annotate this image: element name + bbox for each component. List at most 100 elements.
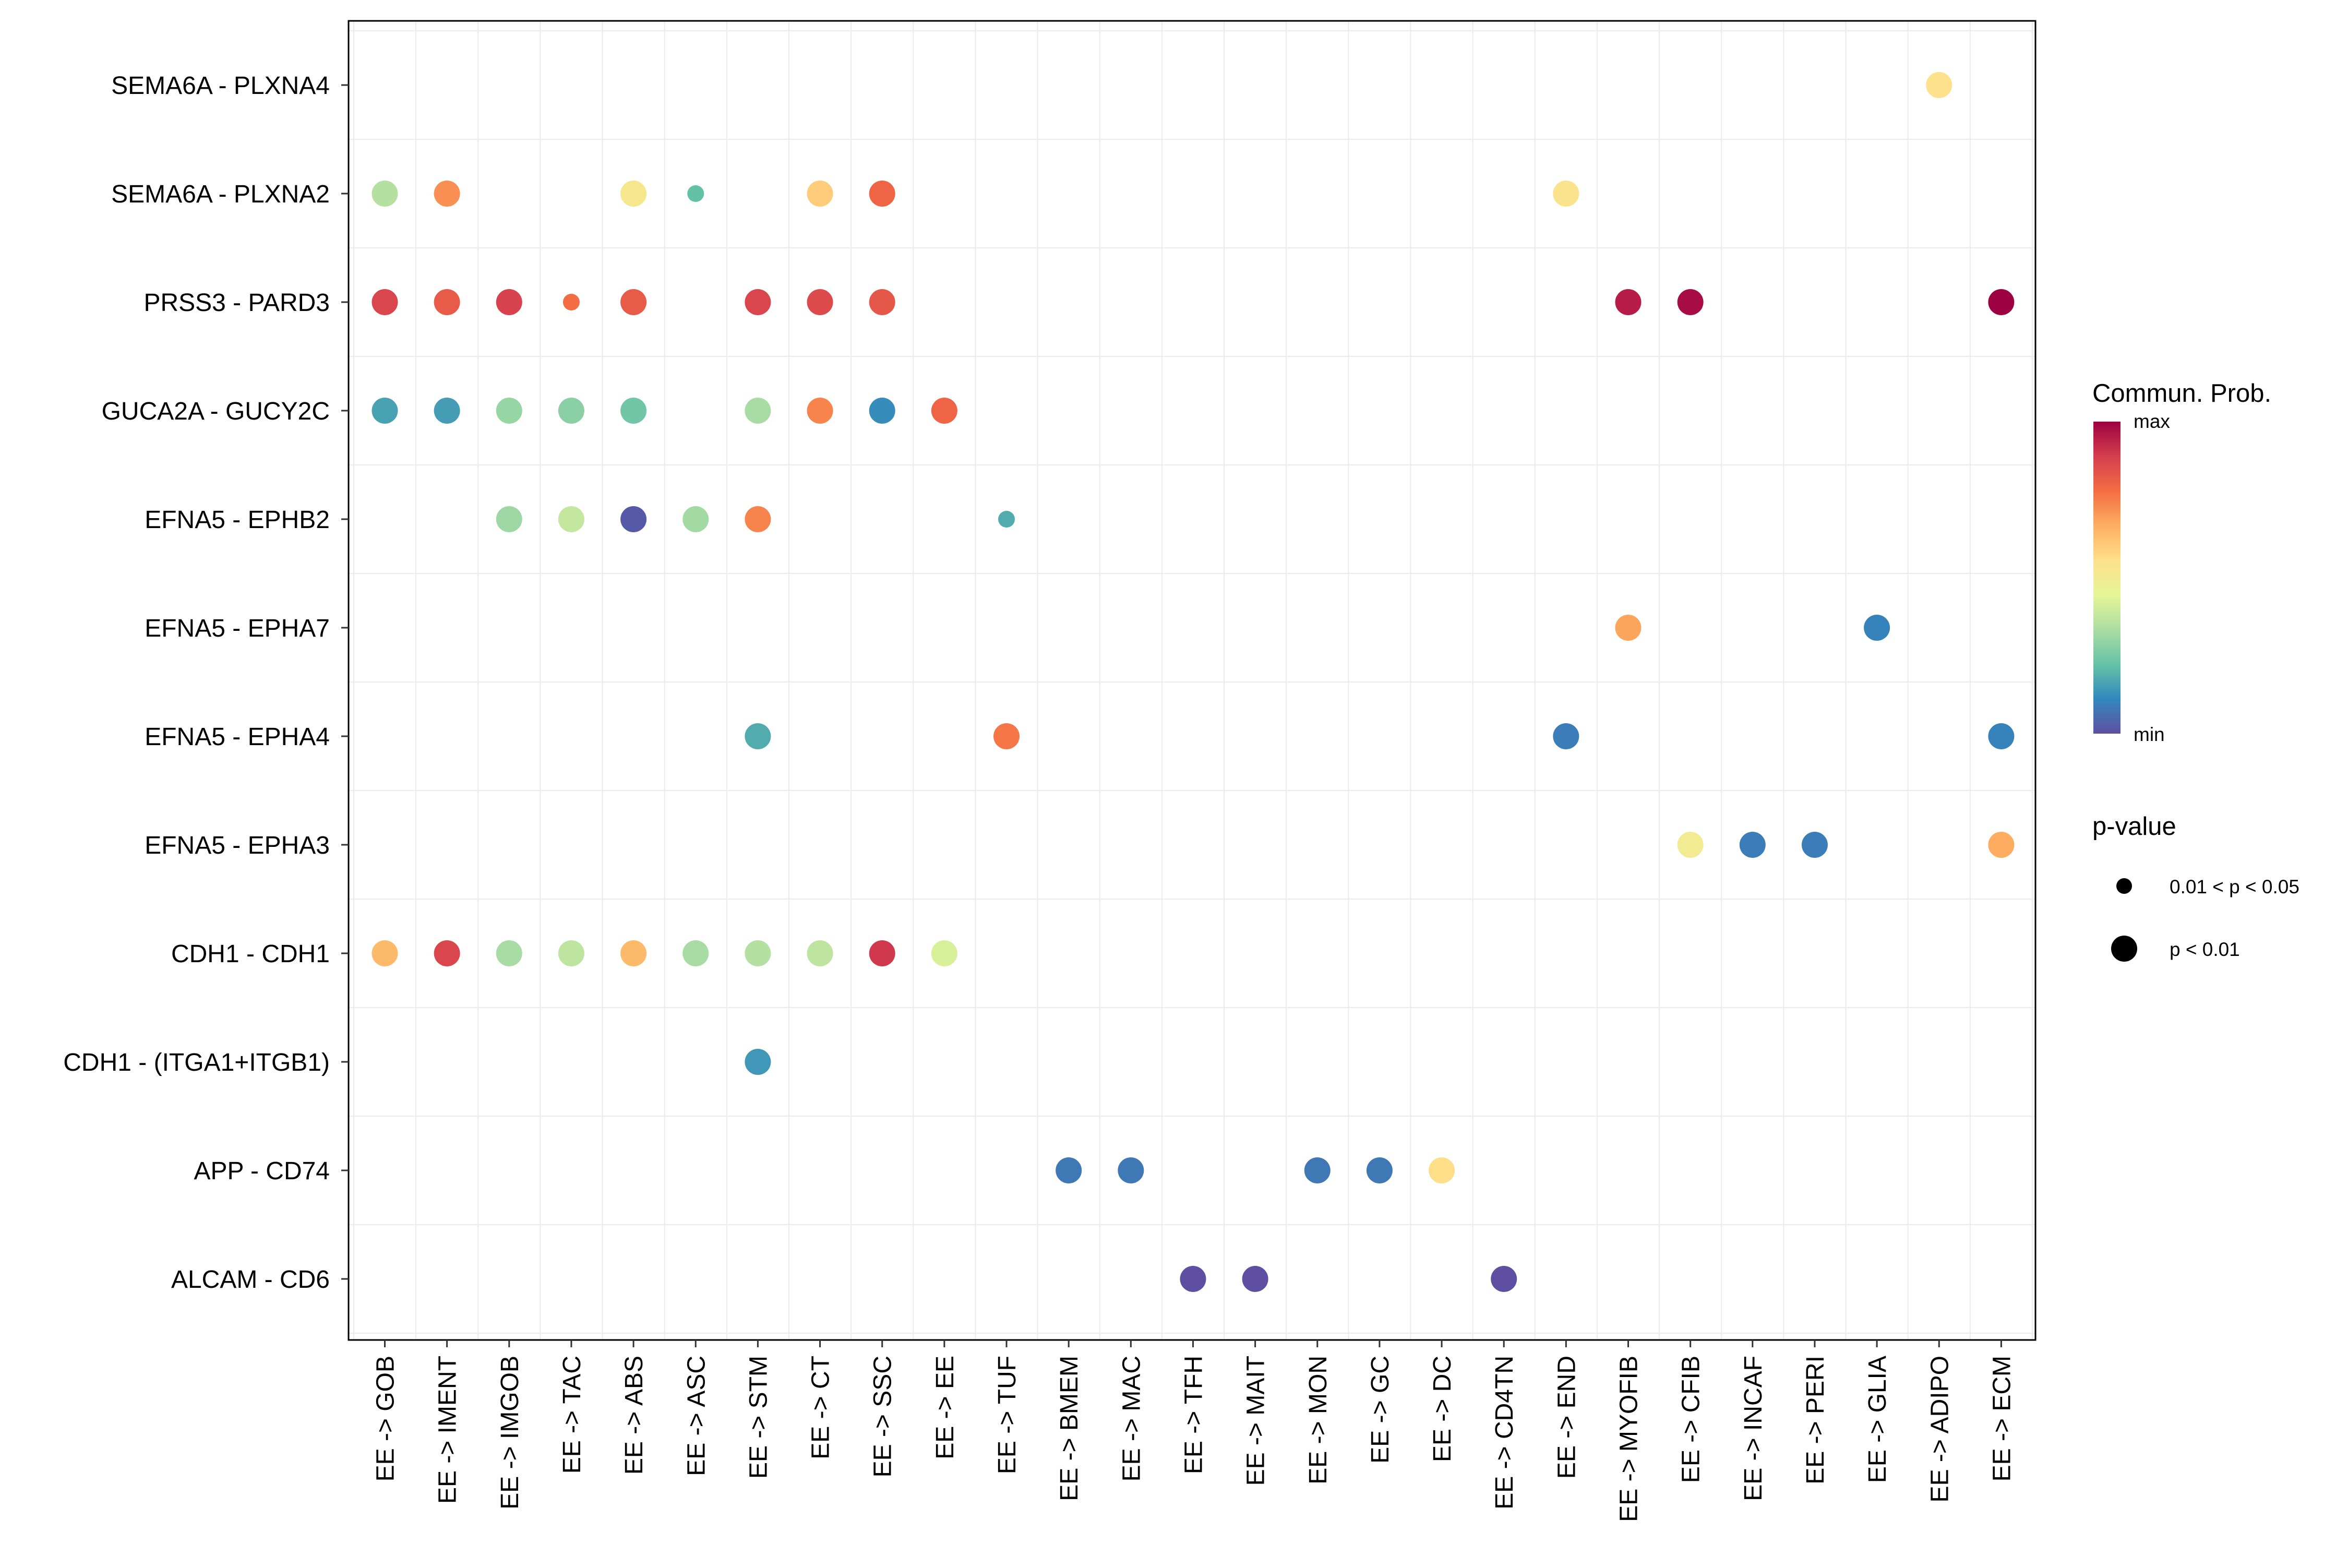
data-point	[496, 289, 522, 315]
data-point	[745, 398, 771, 424]
data-point	[620, 398, 647, 424]
x-tick-label: EE -> GC	[1367, 1356, 1394, 1464]
data-point	[869, 181, 895, 207]
y-tick-label: EFNA5 - EPHB2	[145, 506, 330, 534]
x-tick-label: EE -> IMENT	[434, 1356, 462, 1504]
x-tick-label: EE -> MAIT	[1242, 1356, 1270, 1486]
size-legend-label-small: 0.01 < p < 0.05	[2170, 876, 2299, 897]
data-point	[1242, 1266, 1268, 1292]
y-axis: SEMA6A - PLXNA4 SEMA6A - PLXNA2 PRSS3 - PA…	[63, 72, 349, 1294]
data-point	[1304, 1157, 1331, 1183]
data-point	[745, 1049, 771, 1075]
data-point	[869, 940, 895, 966]
size-legend-label-large: p < 0.01	[2170, 939, 2240, 960]
data-point	[372, 289, 398, 315]
color-legend-max-label: max	[2134, 411, 2170, 432]
data-point	[558, 940, 584, 966]
data-point	[1429, 1157, 1455, 1183]
y-tick-label: APP - CD74	[194, 1157, 330, 1185]
data-point	[745, 723, 771, 749]
data-point	[1677, 832, 1704, 858]
data-point	[620, 181, 647, 207]
x-tick-label: EE -> MAC	[1118, 1356, 1145, 1481]
data-point	[807, 398, 833, 424]
x-tick-label: EE -> ABS	[620, 1356, 648, 1475]
x-tick-label: EE -> END	[1553, 1356, 1580, 1479]
data-point	[1553, 723, 1579, 749]
x-tick-label: EE -> MON	[1304, 1356, 1332, 1485]
x-tick-label: EE -> MYOFIB	[1615, 1356, 1643, 1522]
data-point	[745, 940, 771, 966]
data-point	[1615, 289, 1642, 315]
data-point	[562, 294, 580, 310]
x-tick-label: EE -> GLIA	[1864, 1356, 1891, 1483]
data-point	[434, 940, 460, 966]
x-tick-label: EE -> TAC	[558, 1356, 586, 1474]
y-tick-label: CDH1 - CDH1	[171, 940, 330, 968]
data-point	[682, 940, 709, 966]
data-point	[1615, 615, 1642, 641]
x-tick-label: EE -> INCAF	[1740, 1356, 1767, 1501]
data-point	[745, 289, 771, 315]
color-legend-bar	[2093, 422, 2121, 734]
data-point	[1988, 289, 2015, 315]
x-tick-label: EE -> SSC	[869, 1356, 897, 1477]
data-point	[1056, 1157, 1082, 1183]
data-point	[807, 940, 833, 966]
data-point	[620, 506, 647, 532]
x-tick-label: EE -> STM	[745, 1356, 772, 1479]
x-tick-label: EE -> EE	[931, 1356, 959, 1459]
y-tick-label: GUCA2A - GUCY2C	[102, 398, 330, 425]
y-tick-label: PRSS3 - PARD3	[143, 289, 330, 317]
size-legend-title: p-value	[2092, 812, 2176, 841]
size-legend: p-value 0.01 < p < 0.05 p < 0.01	[2092, 812, 2299, 962]
x-tick-label: EE -> CD4TN	[1491, 1356, 1518, 1510]
data-point	[434, 398, 460, 424]
data-point	[1180, 1266, 1206, 1292]
y-tick-label: SEMA6A - PLXNA4	[111, 72, 330, 100]
data-point	[496, 398, 522, 424]
data-point	[682, 506, 709, 532]
x-tick-label: EE -> TUF	[993, 1356, 1021, 1474]
plot-panel-border	[348, 20, 2036, 1341]
data-point	[1739, 832, 1766, 858]
color-legend: Commun. Prob. max min	[2092, 379, 2271, 745]
data-point	[1864, 615, 1890, 641]
y-tick-label: EFNA5 - EPHA4	[145, 723, 330, 751]
points-layer	[372, 72, 2015, 1292]
x-tick-label: EE -> CT	[807, 1356, 835, 1459]
y-tick-label: CDH1 - (ITGA1+ITGB1)	[63, 1049, 330, 1076]
data-point	[620, 289, 647, 315]
data-point	[558, 506, 584, 532]
data-point	[1553, 181, 1579, 207]
data-point	[620, 940, 647, 966]
data-point	[1988, 723, 2015, 749]
data-point	[496, 506, 522, 532]
x-tick-label: EE -> GOB	[372, 1356, 400, 1481]
x-tick-label: EE -> DC	[1429, 1356, 1456, 1462]
x-tick-label: EE -> ECM	[1988, 1356, 2016, 1481]
x-tick-label: EE -> PERI	[1802, 1356, 1829, 1485]
size-legend-small-dot	[2116, 878, 2132, 894]
x-tick-label: EE -> IMGOB	[496, 1356, 524, 1510]
x-axis: EE -> GOB EE -> IMENT EE -> IMGOB EE -> TAC…	[372, 1340, 2016, 1522]
data-point	[1801, 832, 1828, 858]
data-point	[807, 289, 833, 315]
data-point	[434, 289, 460, 315]
x-tick-label: EE -> ASC	[682, 1356, 710, 1476]
data-point	[372, 181, 398, 207]
data-point	[372, 940, 398, 966]
data-point	[1366, 1157, 1393, 1183]
data-point	[558, 398, 584, 424]
grid-layer	[349, 21, 2035, 1340]
x-tick-label: EE -> CFIB	[1678, 1356, 1705, 1483]
data-point	[869, 289, 895, 315]
data-point	[998, 511, 1015, 528]
color-legend-min-label: min	[2134, 724, 2165, 745]
data-point	[1118, 1157, 1144, 1183]
data-point	[745, 506, 771, 532]
y-tick-label: EFNA5 - EPHA7	[145, 615, 330, 642]
data-point	[372, 398, 398, 424]
